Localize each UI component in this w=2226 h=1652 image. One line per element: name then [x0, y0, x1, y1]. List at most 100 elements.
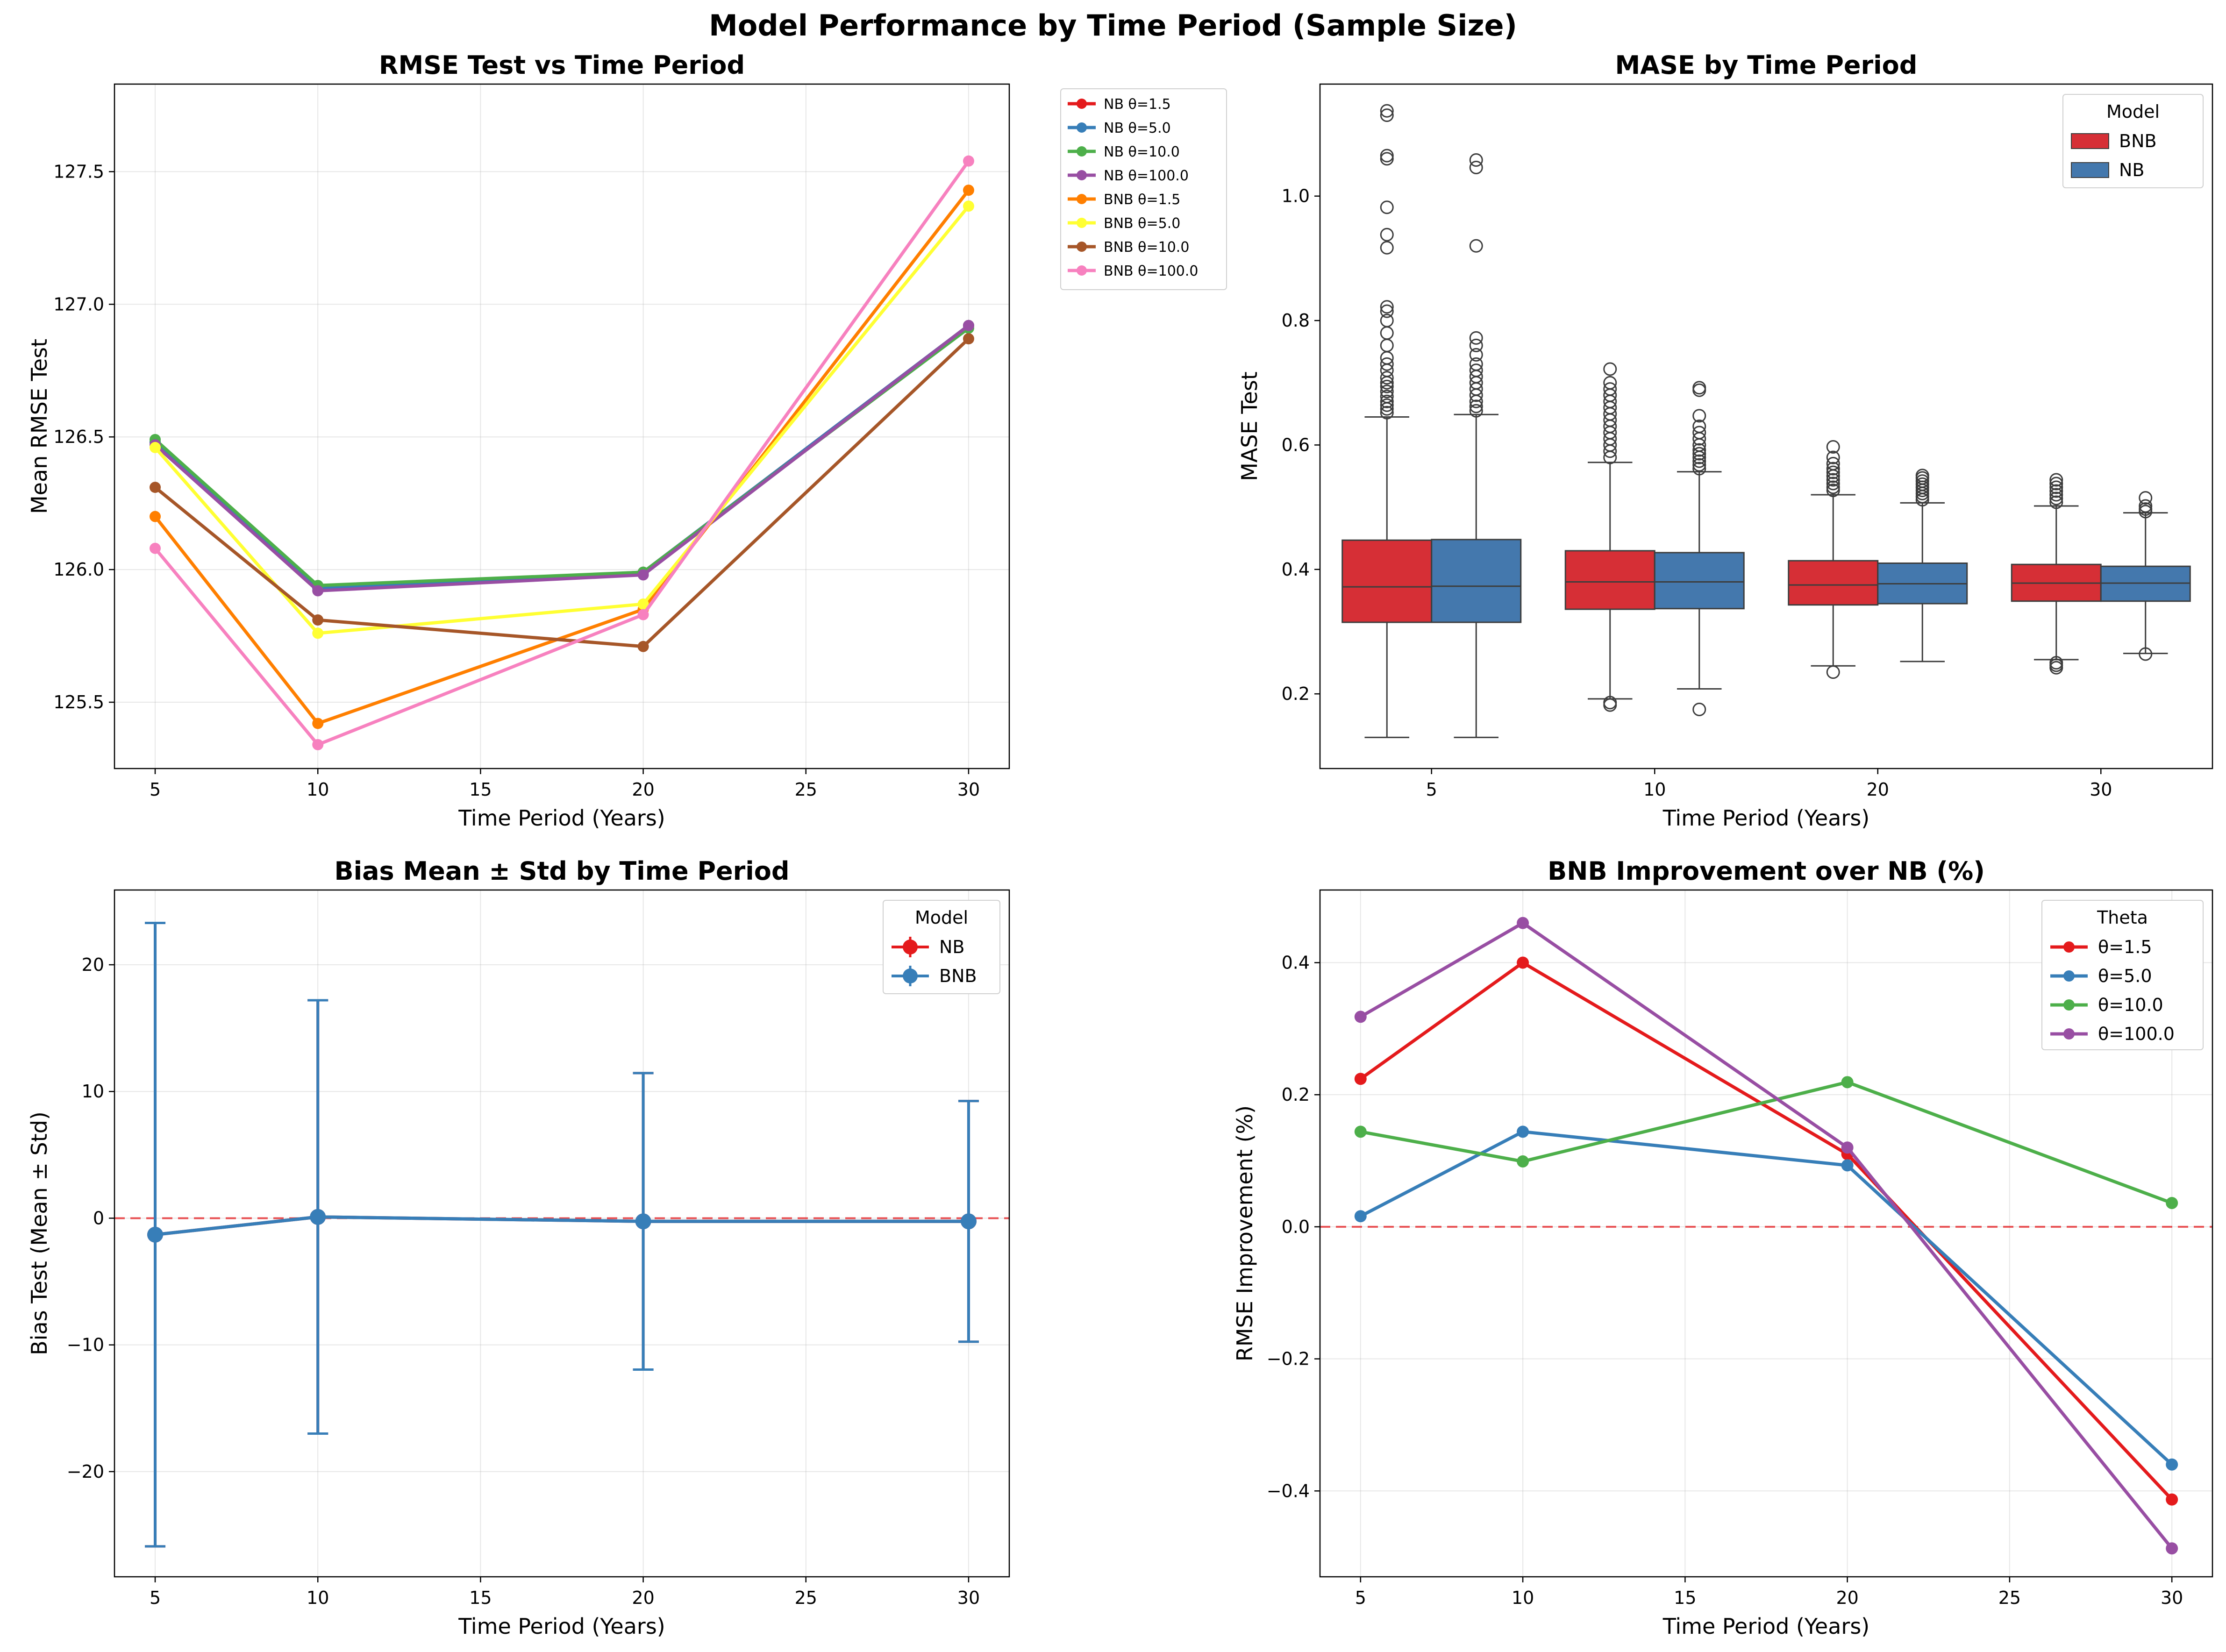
outlier-point	[1826, 665, 1840, 679]
legend-label: BNB	[939, 966, 977, 986]
outlier-point	[2049, 491, 2063, 506]
outlier-point	[1469, 399, 1483, 413]
series-line	[154, 189, 970, 725]
outlier-point	[1380, 304, 1394, 318]
x-tick-label: 5	[1426, 779, 1437, 800]
outlier-point	[1826, 477, 1840, 491]
x-tick-label: 30	[957, 1588, 980, 1608]
x-tick-label: 25	[1998, 1588, 2021, 1608]
outlier-point	[2139, 502, 2153, 516]
outlier-point	[2049, 488, 2063, 502]
legend-marker	[2063, 1028, 2075, 1040]
legend-label: NB θ=5.0	[1104, 120, 1171, 136]
legend-label: NB θ=100.0	[1104, 168, 1189, 184]
outlier-point	[1692, 443, 1706, 457]
bias-errorbar-panel: Bias Mean ± Std by Time Period −20 −10 0 10 2…	[27, 856, 1010, 1639]
data-point	[150, 542, 161, 554]
outlier-point	[1380, 149, 1394, 163]
series-line	[154, 337, 970, 648]
x-tick-label: 20	[1867, 779, 1889, 800]
data-point	[2166, 1196, 2178, 1209]
legend-title: Model	[915, 907, 968, 928]
y-axis-label: Mean RMSE Test	[27, 339, 52, 514]
outlier-point	[1380, 152, 1394, 166]
outlier-point	[2049, 473, 2063, 487]
outlier-point	[1469, 348, 1483, 362]
data-point	[637, 569, 649, 581]
series-line	[154, 160, 970, 747]
y-tick-label: 126.0	[53, 559, 104, 580]
outlier-point	[1469, 160, 1483, 174]
legend-marker	[2063, 941, 2075, 953]
data-point	[312, 627, 324, 639]
outlier-point	[1692, 420, 1706, 433]
outlier-point	[1915, 477, 1929, 491]
data-point	[312, 739, 324, 750]
legend-title: Model	[2106, 101, 2160, 122]
legend-label: BNB θ=100.0	[1104, 263, 1199, 279]
outlier-point	[1692, 381, 1706, 395]
legend-marker	[2063, 970, 2075, 982]
outlier-point	[2139, 499, 2153, 513]
legend-marker	[1077, 242, 1087, 252]
legend-marker	[1077, 265, 1087, 276]
legend-label: BNB θ=5.0	[1104, 215, 1180, 232]
y-tick-label: −0.2	[1267, 1349, 1310, 1369]
y-tick-label: 125.5	[53, 692, 104, 712]
y-tick-label: 127.5	[53, 161, 104, 182]
axes-frame	[1319, 889, 2213, 1578]
data-point	[963, 155, 974, 167]
series-line	[155, 1215, 969, 1237]
outlier-point	[1380, 406, 1394, 420]
outlier-point	[1692, 447, 1706, 461]
y-tick-label: −10	[67, 1335, 104, 1355]
data-point	[1517, 1125, 1529, 1138]
outlier-point	[1692, 426, 1706, 440]
data-point	[1517, 956, 1529, 969]
outlier-point	[1915, 469, 1929, 483]
box-bnb-30	[2011, 473, 2102, 675]
data-point	[963, 185, 974, 196]
y-tick-label: 126.5	[53, 427, 104, 447]
outlier-point	[1915, 474, 1929, 488]
legend-marker	[1077, 218, 1087, 228]
legend-patch	[2071, 162, 2109, 178]
x-tick-label: 30	[957, 779, 980, 800]
outlier-point	[1603, 382, 1617, 396]
panel-title: RMSE Test vs Time Period	[379, 50, 745, 80]
outlier-point	[1826, 440, 1840, 454]
data-point	[147, 1226, 164, 1243]
outlier-point	[1692, 458, 1706, 472]
box-bnb-5	[1341, 104, 1433, 738]
legend-marker	[2063, 999, 2075, 1011]
data-point	[637, 609, 649, 620]
outlier-point	[2049, 477, 2063, 491]
legend: NB θ=1.5 NB θ=5.0 NB θ=10.0 NB θ=100.0 BNB θ…	[1060, 88, 1227, 290]
data-point	[1517, 917, 1529, 929]
outlier-point	[2139, 647, 2153, 661]
data-point	[1517, 1155, 1529, 1168]
outlier-point	[1380, 228, 1394, 242]
data-point	[2166, 1493, 2178, 1506]
data-point	[150, 441, 161, 453]
y-tick-label: 0.4	[1282, 559, 1310, 580]
x-tick-label: 5	[150, 779, 161, 800]
y-tick-label: 0.8	[1282, 310, 1310, 331]
legend: Model NB BNB	[883, 900, 1000, 994]
data-point	[963, 333, 974, 345]
legend-label: θ=100.0	[2098, 1024, 2175, 1044]
legend-marker	[903, 940, 918, 954]
x-tick-label: 30	[2090, 779, 2112, 800]
data-point	[637, 598, 649, 610]
legend-box	[1060, 88, 1227, 290]
x-tick-label: 15	[469, 1588, 492, 1608]
y-tick-label: −0.4	[1267, 1481, 1310, 1501]
outlier-point	[1469, 363, 1483, 377]
y-axis-label: MASE Test	[1237, 371, 1262, 481]
data-point	[1354, 1125, 1367, 1138]
outlier-point	[1380, 371, 1394, 385]
box-nb-20	[1877, 469, 1968, 662]
legend-box	[2041, 900, 2204, 1050]
x-tick-label: 30	[2161, 1588, 2183, 1608]
